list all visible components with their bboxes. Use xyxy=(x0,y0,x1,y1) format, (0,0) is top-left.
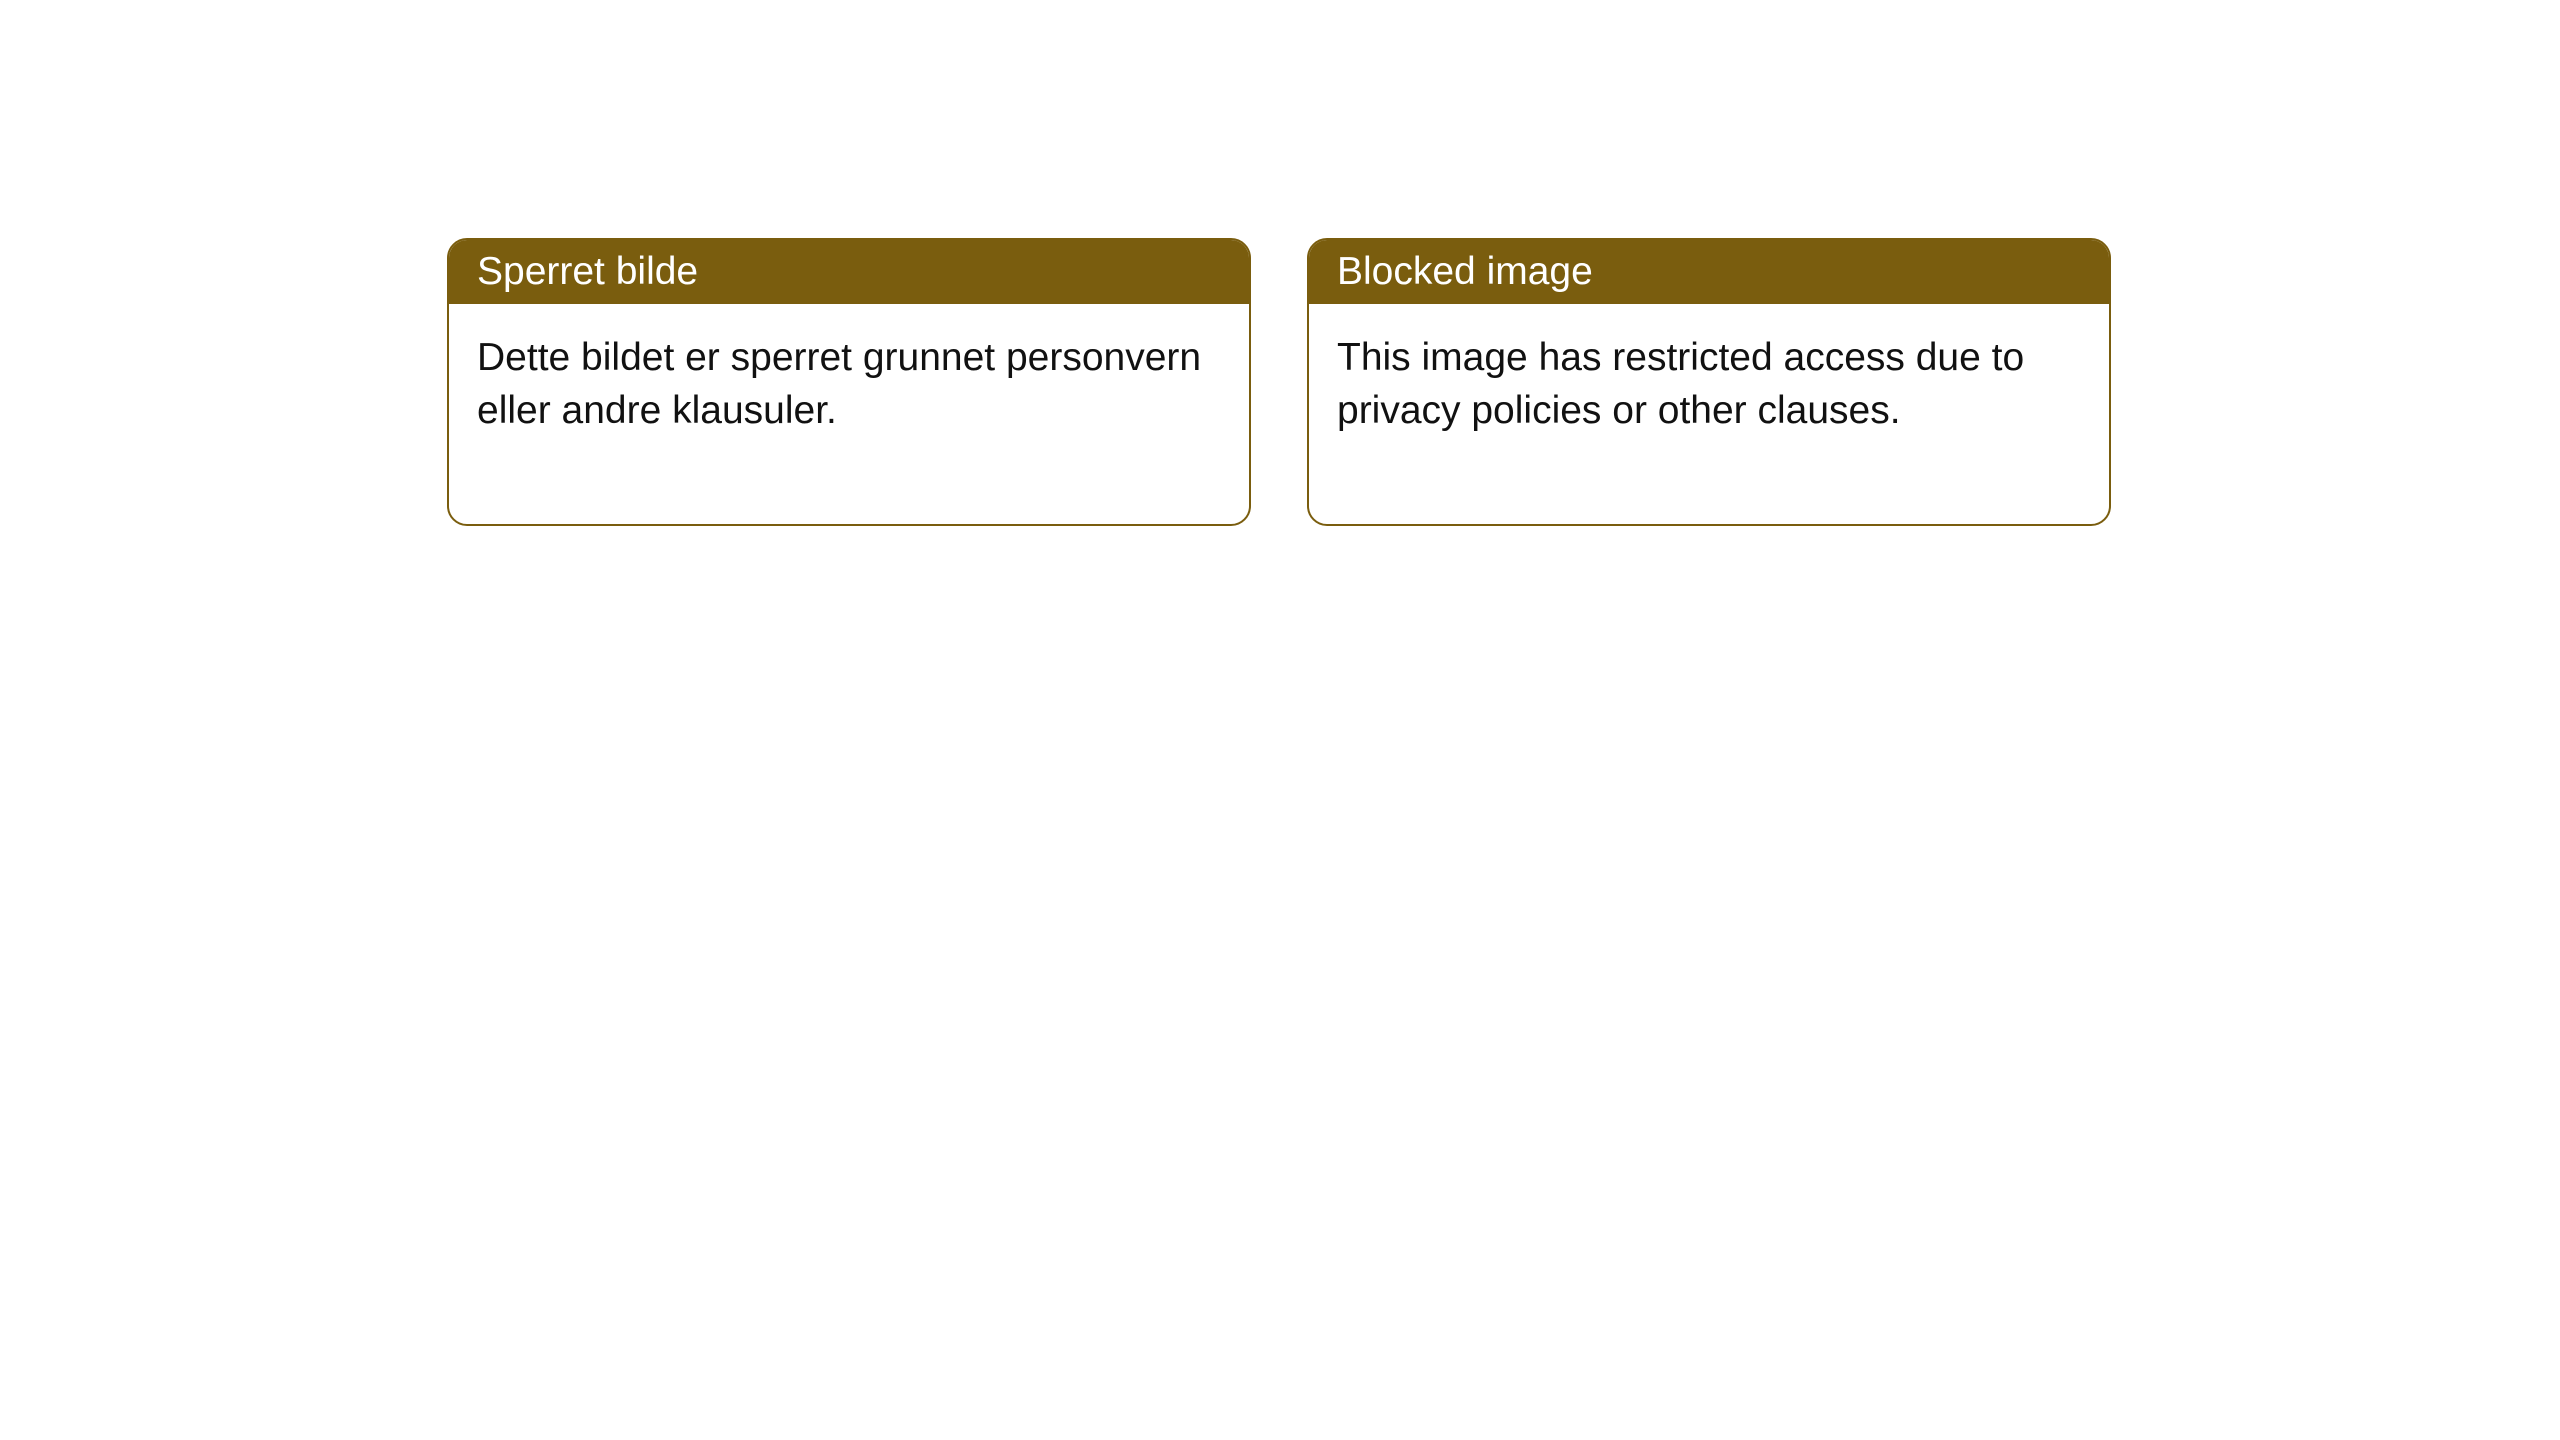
notice-body: This image has restricted access due to … xyxy=(1309,304,2109,524)
notice-card-english: Blocked image This image has restricted … xyxy=(1307,238,2111,526)
notice-body-text: This image has restricted access due to … xyxy=(1337,336,2024,432)
notice-container: Sperret bilde Dette bildet er sperret gr… xyxy=(0,0,2560,526)
notice-body: Dette bildet er sperret grunnet personve… xyxy=(449,304,1249,524)
notice-title: Sperret bilde xyxy=(477,250,698,293)
notice-body-text: Dette bildet er sperret grunnet personve… xyxy=(477,336,1201,432)
notice-title: Blocked image xyxy=(1337,250,1593,293)
notice-header: Sperret bilde xyxy=(449,240,1249,304)
notice-header: Blocked image xyxy=(1309,240,2109,304)
notice-card-norwegian: Sperret bilde Dette bildet er sperret gr… xyxy=(447,238,1251,526)
